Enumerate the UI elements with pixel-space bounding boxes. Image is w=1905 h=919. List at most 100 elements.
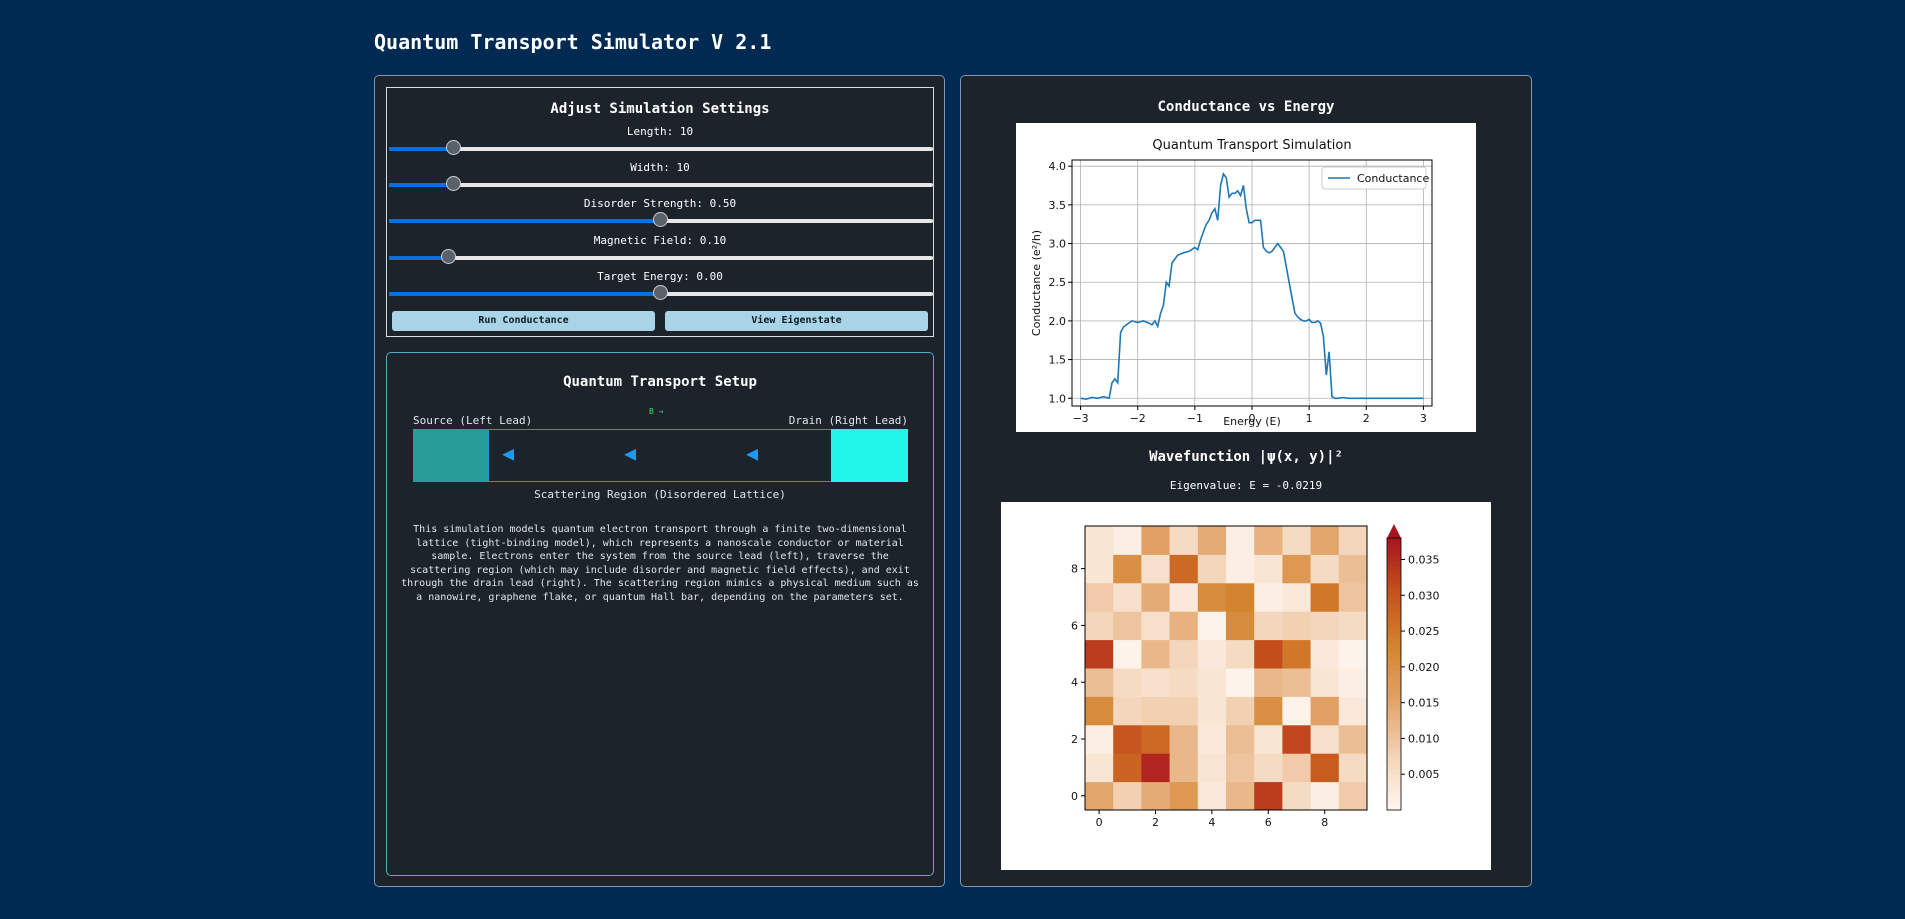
heatmap-cell [1085, 611, 1114, 641]
colorbar-segment [1387, 732, 1401, 739]
conductance-line [1080, 172, 1424, 400]
heatmap-cell [1085, 668, 1114, 697]
heatmap-cell [1282, 526, 1312, 555]
y-tick-label: 8 [1071, 563, 1078, 576]
conductance-chart-header: Conductance vs Energy [1016, 87, 1476, 123]
y-tick-label: 1.5 [1049, 354, 1067, 367]
x-tick-label: 0 [1096, 816, 1103, 829]
heatmap-cell [1282, 554, 1312, 584]
heatmap-cell [1338, 639, 1368, 669]
heatmap-cell [1141, 582, 1171, 612]
heatmap-cell [1282, 639, 1312, 669]
colorbar-segment [1387, 787, 1401, 793]
heatmap-cell [1254, 582, 1283, 612]
length-slider-thumb[interactable] [446, 140, 462, 155]
heatmap-cell [1141, 554, 1171, 584]
magnetic-slider[interactable] [389, 249, 933, 264]
source-lead [413, 429, 489, 482]
heatmap-cell [1338, 582, 1368, 612]
x-tick-label: −1 [1187, 412, 1203, 425]
plot-frame [1071, 159, 1433, 407]
source-lead-label: Source (Left Lead) [413, 414, 533, 427]
heatmap-cell [1310, 582, 1340, 612]
colorbar-segment [1387, 714, 1401, 720]
length-slider[interactable] [389, 140, 933, 155]
colorbar-segment [1387, 596, 1401, 603]
transport-setup-panel: Quantum Transport Setup Source (Left Lea… [386, 352, 934, 876]
heatmap-cell [1226, 724, 1255, 754]
heatmap-cell [1113, 753, 1142, 783]
heatmap-cell [1226, 781, 1255, 811]
colorbar-segment [1387, 674, 1401, 680]
colorbar-segment [1387, 696, 1401, 702]
colorbar-segment [1387, 646, 1401, 652]
y-tick-label: 4 [1071, 676, 1078, 689]
energy-slider-fill [389, 292, 661, 296]
colorbar-tick-label: 0.020 [1408, 661, 1440, 674]
y-tick-label: 4.0 [1049, 160, 1067, 173]
colorbar-segment [1387, 737, 1401, 743]
heatmap-cell [1310, 526, 1340, 555]
colorbar-segment [1387, 619, 1401, 625]
view-eigenstate-button[interactable]: View Eigenstate [665, 311, 928, 331]
colorbar-segment [1387, 746, 1401, 752]
colorbar-segment [1387, 751, 1401, 757]
heatmap-cell [1085, 724, 1114, 754]
width-slider[interactable] [389, 176, 933, 191]
energy-slider-label: Target Energy: 0.00 [597, 270, 723, 283]
heatmap-cell [1113, 781, 1142, 811]
left-panel: Adjust Simulation Settings Length: 10 Wi… [374, 75, 945, 887]
disorder-slider-label: Disorder Strength: 0.50 [583, 197, 737, 210]
heatmap-cell [1310, 724, 1340, 754]
heatmap-cell [1141, 696, 1171, 726]
colorbar-segment [1387, 719, 1401, 725]
heatmap-cell [1338, 668, 1368, 697]
heatmap-cell [1169, 611, 1199, 641]
run-conductance-button[interactable]: Run Conductance [392, 311, 655, 331]
y-tick-label: 3.5 [1049, 199, 1067, 212]
colorbar-segment [1387, 705, 1401, 711]
wavefunction-chart-card: Wavefunction |ψ(x, y)|² Eigenvalue: E = … [1001, 436, 1491, 870]
colorbar-segment [1387, 678, 1401, 684]
electron-flow-arrow-icon: ◀ [746, 441, 759, 465]
heatmap-cell [1169, 696, 1199, 726]
wavefunction-chart-title: Wavefunction |ψ(x, y)|² [1149, 449, 1343, 465]
y-tick-label: 2 [1071, 733, 1078, 746]
magnetic-slider-label: Magnetic Field: 0.10 [593, 234, 727, 247]
colorbar-segment [1387, 660, 1401, 666]
colorbar-tick-label: 0.035 [1408, 553, 1440, 566]
disorder-slider-thumb[interactable] [653, 212, 668, 227]
heatmap-cell [1141, 611, 1171, 641]
heatmap-cell [1085, 753, 1114, 783]
heatmap-cell [1310, 554, 1340, 584]
heatmap-cell [1310, 668, 1340, 697]
heatmap-cell [1282, 582, 1312, 612]
heatmap-cell [1197, 696, 1227, 726]
heatmap-cell [1113, 668, 1142, 697]
magnetic-slider-thumb[interactable] [440, 249, 456, 264]
colorbar-segment [1387, 560, 1401, 566]
heatmap-cell [1226, 639, 1255, 669]
heatmap-cell [1197, 611, 1227, 641]
disorder-slider[interactable] [389, 212, 933, 227]
heatmap-cell [1169, 724, 1199, 754]
setup-description: This simulation models quantum electron … [401, 524, 919, 603]
colorbar-segment [1387, 606, 1401, 612]
magnetic-field-indicator: B → [649, 407, 664, 416]
heatmap-cell [1338, 611, 1368, 641]
heatmap-cell [1197, 724, 1227, 754]
colorbar-segment [1387, 642, 1401, 648]
eigenvalue-label: Eigenvalue: E = -0.0219 [1169, 479, 1323, 492]
energy-slider-thumb[interactable] [653, 285, 668, 300]
heatmap-cell [1310, 753, 1340, 783]
colorbar-tick-label: 0.005 [1408, 768, 1440, 781]
colorbar-segment [1387, 728, 1401, 734]
chart-title: Quantum Transport Simulation [1152, 138, 1351, 153]
width-slider-thumb[interactable] [446, 176, 462, 191]
disorder-slider-fill [389, 219, 661, 223]
settings-panel: Adjust Simulation Settings Length: 10 Wi… [386, 87, 934, 337]
heatmap-cell [1226, 526, 1255, 555]
colorbar-segment [1387, 723, 1401, 729]
energy-slider[interactable] [389, 285, 933, 300]
colorbar-segment [1387, 773, 1401, 779]
